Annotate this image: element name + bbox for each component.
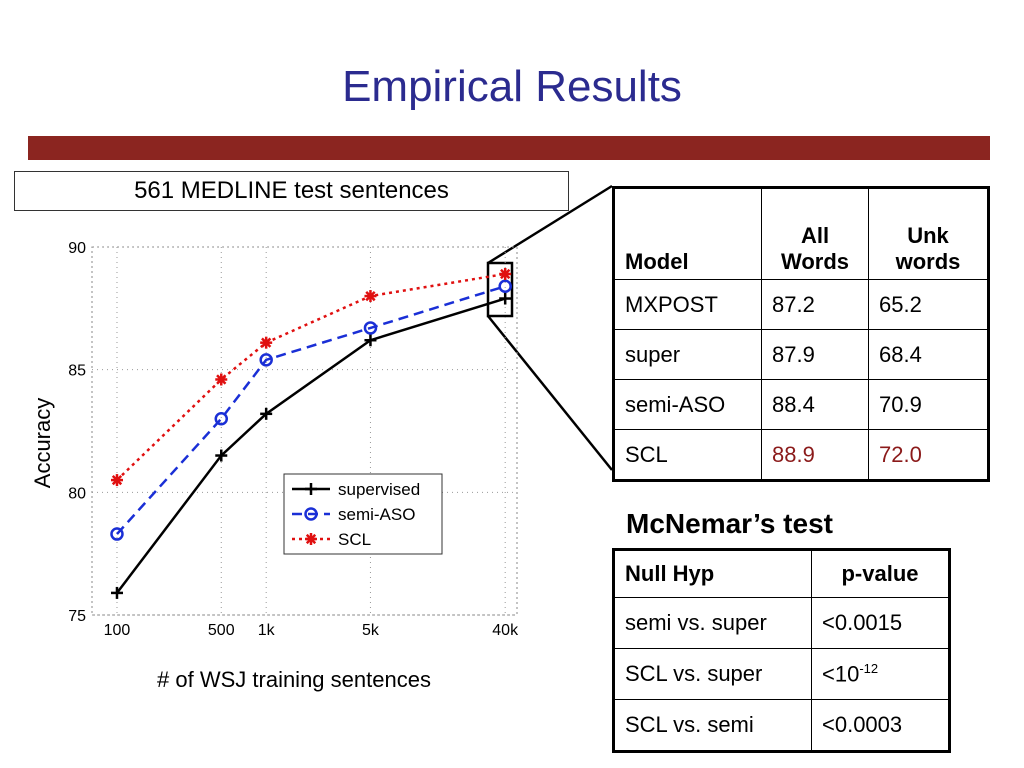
legend-marker: [304, 507, 318, 521]
grid-lines: [92, 246, 517, 616]
all-words-cell: 88.4: [761, 379, 869, 430]
all-words-cell: 87.9: [761, 329, 869, 380]
legend-label: SCL: [338, 530, 371, 549]
legend-marker: [305, 483, 317, 495]
table-row: semi vs. super <0.0015: [613, 597, 950, 649]
data-point: [499, 292, 512, 305]
title-divider-bar: [28, 136, 990, 160]
x-tick-label: 40k: [492, 622, 519, 639]
unk-words-cell: 70.9: [868, 379, 989, 430]
data-point: [110, 474, 123, 487]
x-tick-label: 1k: [258, 622, 276, 639]
legend-label: supervised: [338, 480, 420, 499]
y-axis-label: Accuracy: [30, 398, 55, 488]
p-value-base: <10: [822, 661, 860, 687]
legend: supervised semi-ASO SCL: [283, 473, 443, 555]
y-tick-labels: 75 80 85 90: [68, 240, 86, 625]
series-scl: [110, 267, 512, 487]
all-words-cell: 87.2: [761, 279, 869, 330]
series-semi-aso: [110, 279, 512, 541]
data-point: [110, 527, 124, 541]
legend-marker: [305, 533, 317, 545]
data-point: [215, 449, 228, 462]
col-p-value: p-value: [811, 549, 950, 598]
mcnemar-table: Null Hyp p-value semi vs. super <0.0015 …: [612, 548, 951, 753]
x-tick-label: 5k: [362, 622, 380, 639]
series-lines: [110, 267, 512, 599]
series-supervised: [110, 292, 512, 599]
marker-stroke: [111, 474, 123, 486]
legend-label: semi-ASO: [338, 505, 415, 524]
hyp-cell: SCL vs. super: [613, 648, 812, 700]
marker-stroke: [500, 268, 511, 280]
zoom-callout: [486, 184, 613, 471]
data-point: [363, 321, 378, 335]
data-point: [498, 279, 512, 294]
table-row: SCL vs. super <10-12: [613, 648, 950, 700]
y-tick-label: 90: [68, 240, 86, 257]
data-point: [214, 411, 229, 426]
table-row: super 87.9 68.4: [613, 329, 989, 380]
data-point: [259, 353, 273, 367]
col-unk-words: Unk words: [868, 187, 989, 280]
results-table: Model All Words Unk words MXPOST 87.2 65.2…: [612, 186, 990, 482]
table-row: SCL vs. semi <0.0003: [613, 699, 950, 752]
mcnemar-title: McNemar’s test: [626, 508, 833, 539]
all-words-cell-highlight: 88.9: [761, 429, 869, 481]
p-value-exponent: -12: [859, 660, 879, 676]
data-point: [499, 267, 512, 280]
x-axis-label: # of WSJ training sentences: [157, 667, 431, 692]
table-row: MXPOST 87.2 65.2: [613, 279, 989, 330]
data-point: [364, 334, 377, 347]
table-row: SCL 88.9 72.0: [613, 429, 989, 481]
x-tick-label: 100: [104, 622, 131, 639]
y-tick-label: 75: [68, 608, 86, 625]
slide-title: Empirical Results: [342, 62, 682, 111]
x-tick-label: 500: [208, 622, 235, 639]
unk-words-cell-highlight: 72.0: [868, 429, 989, 481]
data-point: [260, 407, 273, 420]
p-value-cell: <0.0003: [811, 699, 950, 752]
table-row: semi-ASO 88.4 70.9: [613, 379, 989, 430]
model-cell: SCL: [613, 429, 762, 481]
unk-words-cell: 68.4: [868, 329, 989, 380]
col-all-words: All Words: [761, 187, 869, 280]
zoom-line-bottom: [487, 315, 613, 471]
y-tick-label: 80: [68, 485, 86, 502]
data-point: [110, 586, 123, 599]
marker-stroke: [305, 533, 317, 545]
p-value-cell: <0.0015: [811, 597, 950, 649]
data-point: [364, 290, 377, 303]
hyp-cell: semi vs. super: [613, 597, 812, 649]
marker-stroke: [365, 290, 376, 302]
x-tick-labels: 100 500 1k 5k 40k: [104, 622, 519, 639]
zoom-line-top: [487, 184, 613, 265]
p-value-cell: <10-12: [811, 648, 950, 700]
hyp-cell: SCL vs. semi: [613, 699, 812, 752]
series-line: [116, 285, 506, 535]
marker-stroke: [261, 337, 272, 348]
model-cell: super: [613, 329, 762, 380]
zoom-box: [486, 261, 514, 318]
plot-frame: [91, 246, 518, 616]
results-header-row: Model All Words Unk words: [613, 187, 989, 280]
col-null-hyp: Null Hyp: [613, 549, 812, 598]
model-cell: semi-ASO: [613, 379, 762, 430]
data-point: [260, 336, 273, 349]
marker-stroke: [216, 374, 227, 385]
mcnemar-header-row: Null Hyp p-value: [613, 549, 950, 598]
col-model: Model: [613, 187, 762, 280]
y-tick-label: 85: [68, 363, 86, 380]
chart-caption: 561 MEDLINE test sentences: [14, 171, 569, 211]
model-cell: MXPOST: [613, 279, 762, 330]
unk-words-cell: 65.2: [868, 279, 989, 330]
data-point: [215, 373, 228, 386]
